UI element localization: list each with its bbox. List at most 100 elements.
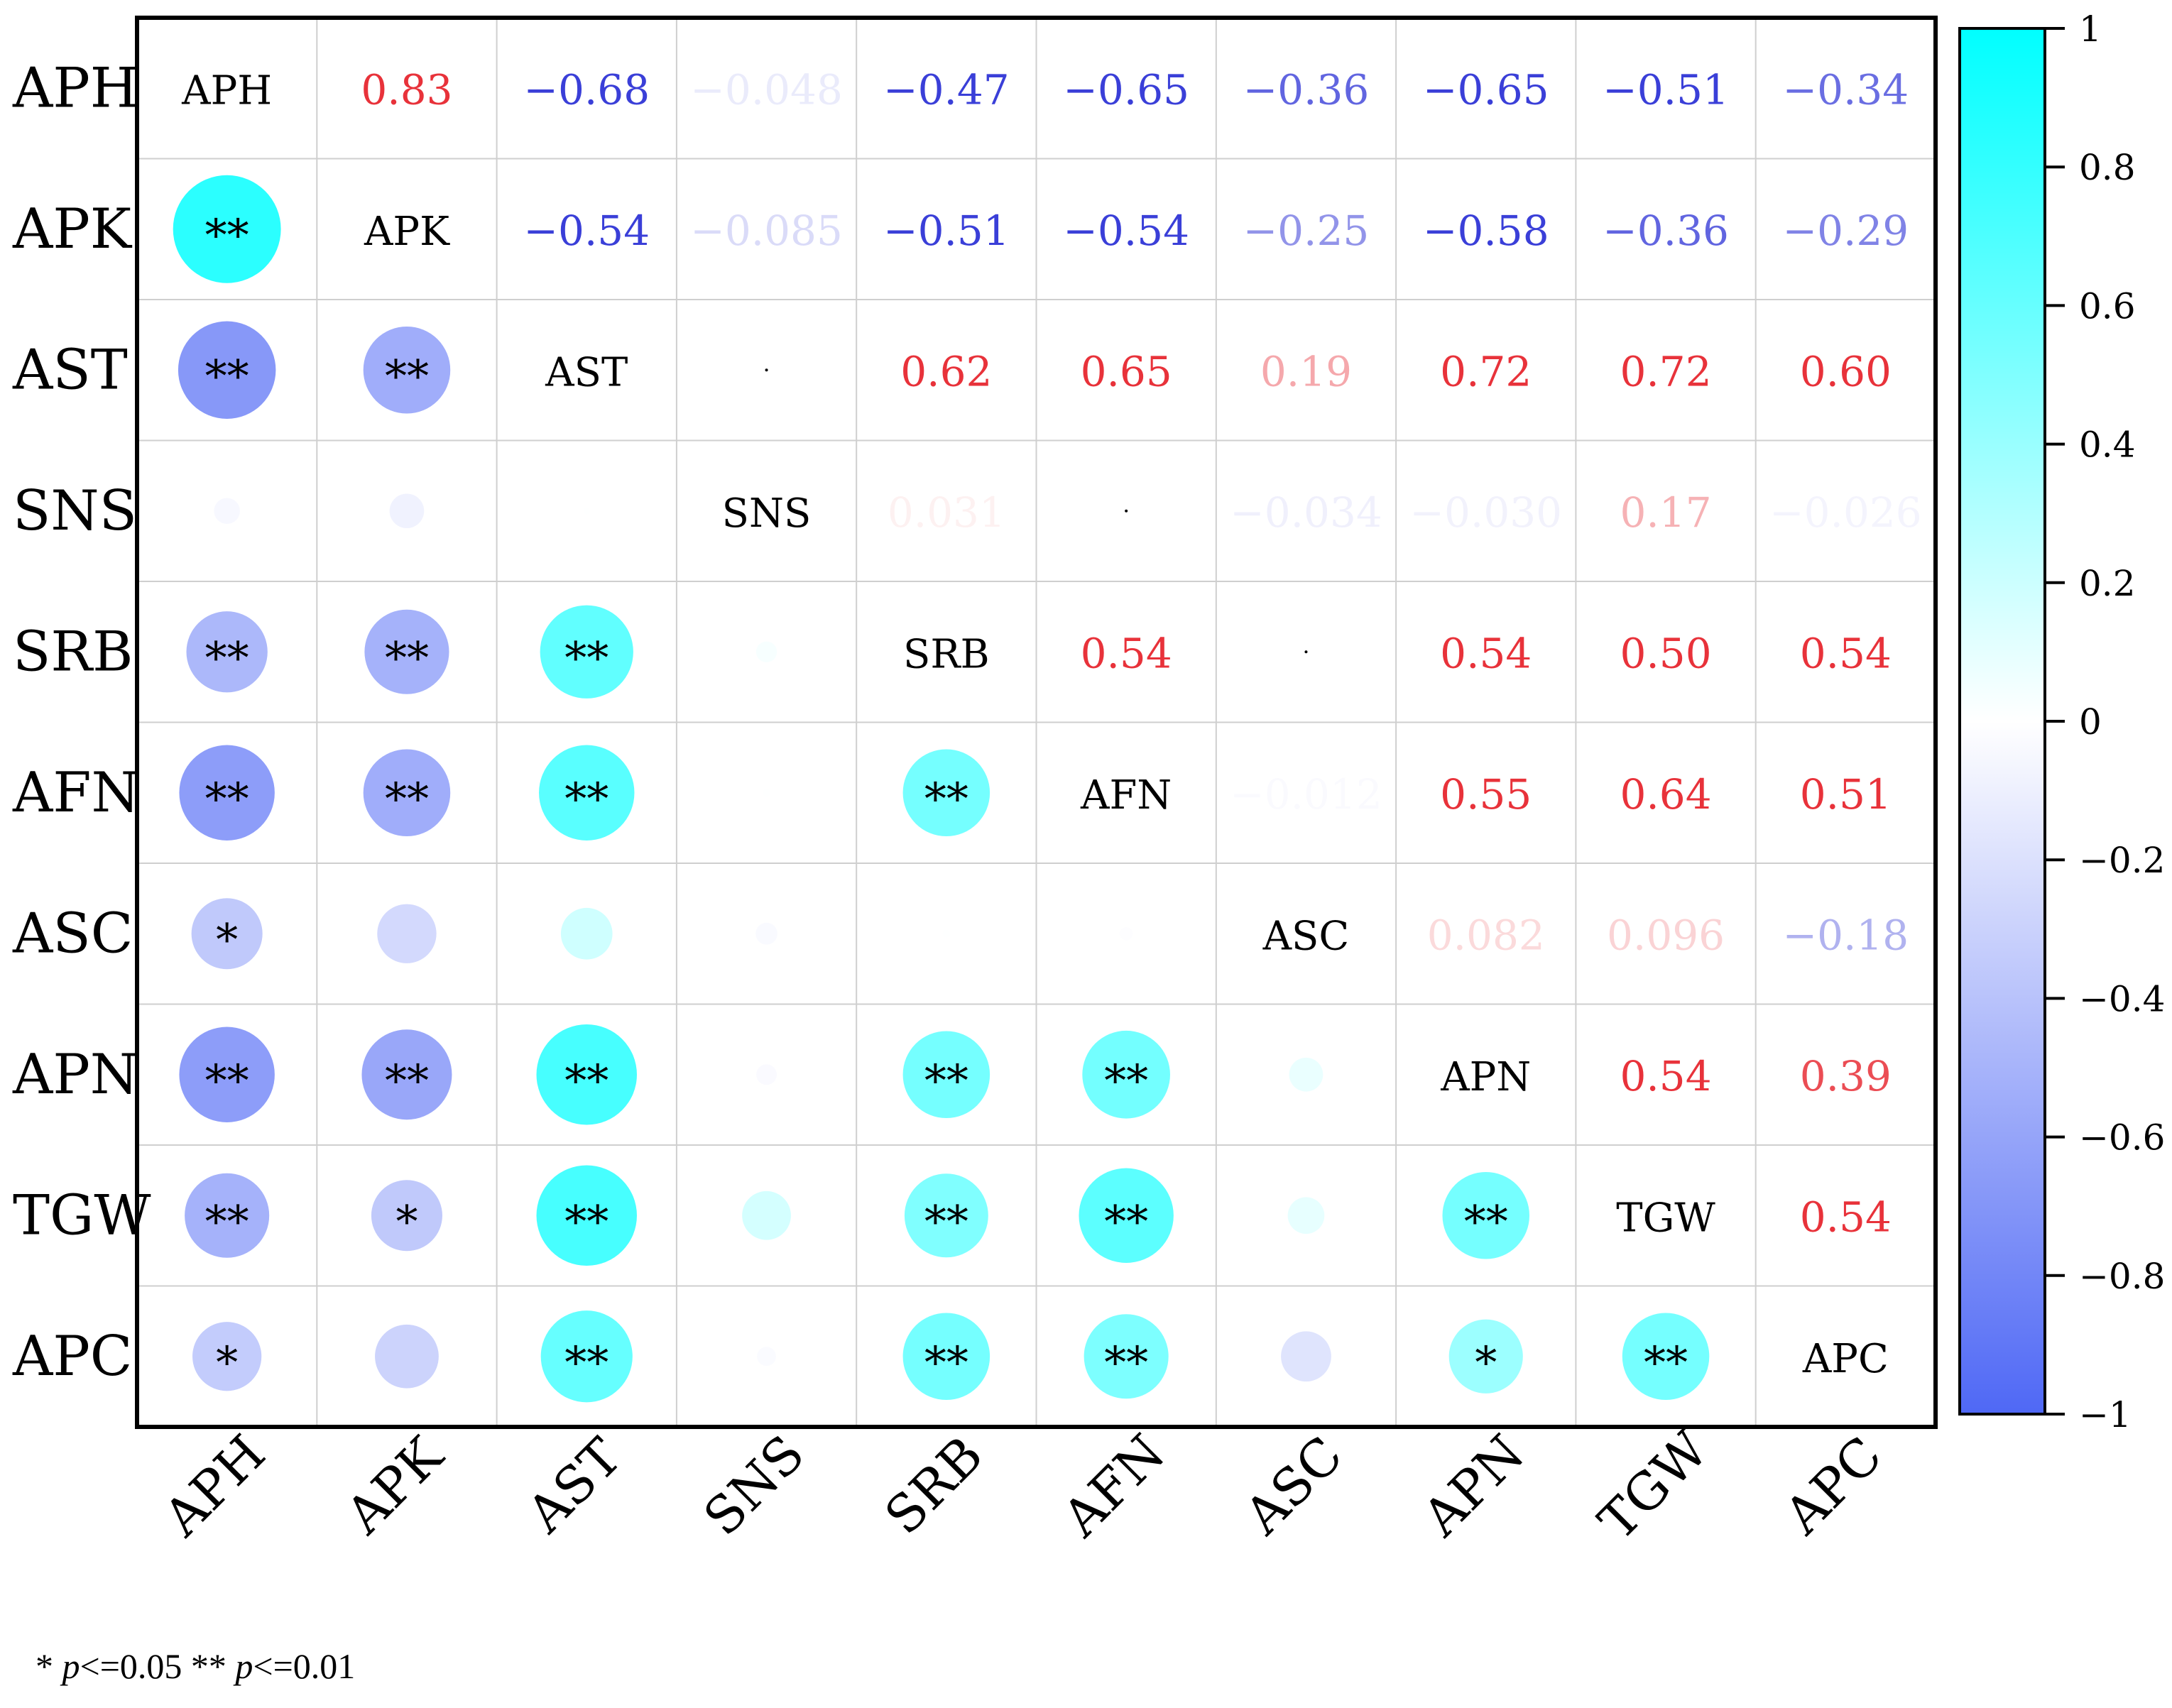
significance-mark: * — [216, 1337, 238, 1389]
colorbar-ticks: 1 0.8 0.6 0.4 0.2 0 −0.2 −0.4 −0.6 −0.8 −1 — [2045, 9, 2165, 1435]
corr-value-label: −0.048 — [690, 65, 843, 114]
corr-circle — [536, 1165, 637, 1266]
corr-value-label: −0.36 — [1243, 65, 1370, 114]
corr-value-label: −0.68 — [523, 65, 650, 114]
diagonal-label: AFN — [1080, 772, 1172, 819]
corr-circle — [583, 508, 590, 515]
corr-dot — [765, 368, 768, 372]
corr-value-label: 0.096 — [1607, 911, 1725, 959]
significance-mark: ** — [205, 209, 249, 261]
significance-mark: ** — [205, 632, 249, 684]
x-axis-label: APK — [334, 1425, 454, 1545]
corr-circle — [1442, 1171, 1530, 1259]
significance-mark: ** — [385, 350, 429, 402]
corr-value-label: 0.54 — [1620, 1052, 1711, 1100]
corr-circle — [178, 321, 276, 419]
corr-value-label: −0.026 — [1769, 488, 1922, 537]
corr-value-label: −0.085 — [690, 207, 843, 255]
corr-dot — [1125, 509, 1128, 513]
corr-circle — [364, 609, 449, 694]
corr-value-label: −0.65 — [1063, 65, 1189, 114]
corr-value-label: −0.012 — [1230, 770, 1382, 819]
colorbar — [1958, 27, 2046, 1416]
corr-circle — [1082, 1030, 1170, 1119]
corr-circle — [1622, 1313, 1710, 1401]
diagonal-label: SNS — [722, 491, 812, 537]
corr-value-label: −0.34 — [1782, 65, 1909, 114]
corr-circle — [186, 611, 268, 693]
corr-value-label: 0.54 — [1800, 1193, 1892, 1241]
x-axis-label: AST — [515, 1427, 633, 1545]
corr-value-label: −0.030 — [1409, 488, 1562, 537]
corr-value-label: −0.51 — [1603, 65, 1729, 114]
y-axis-label: ASC — [12, 902, 133, 965]
corr-circle — [757, 1347, 776, 1367]
corr-value-label: −0.65 — [1423, 65, 1549, 114]
corr-circle — [192, 1322, 262, 1391]
corr-circle — [763, 789, 770, 797]
corr-circle — [361, 1029, 452, 1120]
corr-circle — [902, 749, 991, 837]
colorbar-tick-label: 0 — [2079, 701, 2102, 743]
colorbar-tick-label: 0.8 — [2079, 147, 2136, 188]
corr-value-label: 0.54 — [1800, 629, 1892, 677]
corr-circle — [363, 326, 451, 414]
significance-mark: ** — [205, 1055, 249, 1107]
text-layer: APH 0.83 −0.68 −0.048 −0.47 −0.65 −0.36 −0.65 −0… — [181, 65, 1922, 1389]
significance-mark: ** — [564, 632, 609, 684]
corr-circle — [185, 1173, 270, 1258]
corr-circle — [904, 1173, 988, 1258]
y-axis-label: APN — [12, 1043, 138, 1107]
corr-value-label: −0.54 — [1063, 207, 1189, 255]
corr-value-label: 0.72 — [1440, 347, 1532, 395]
diagonal-label: AST — [545, 349, 628, 395]
colorbar-tick-label: 0.6 — [2079, 285, 2136, 327]
significance-mark: ** — [1104, 1195, 1148, 1247]
circles-layer — [173, 175, 1710, 1403]
corr-value-label: 0.031 — [888, 488, 1005, 537]
diagonal-label: ASC — [1262, 913, 1350, 959]
colorbar-tick-label: −0.2 — [2079, 840, 2165, 881]
corr-circle — [942, 929, 951, 938]
corr-circle — [371, 1180, 442, 1252]
x-axis-label: SNS — [692, 1423, 816, 1547]
corr-value-label: 0.51 — [1800, 770, 1892, 819]
corr-circle — [1120, 927, 1133, 941]
colorbar-tick-label: −1 — [2079, 1394, 2132, 1435]
diagonal-label: TGW — [1616, 1195, 1715, 1241]
x-axis-label: APN — [1411, 1423, 1536, 1548]
corr-value-label: 0.64 — [1620, 770, 1711, 819]
corr-value-label: −0.54 — [523, 207, 650, 255]
significance-mark: ** — [564, 1195, 609, 1247]
corr-value-label: −0.29 — [1782, 207, 1909, 255]
corr-circle — [560, 907, 613, 960]
corr-circle — [375, 1324, 439, 1389]
corr-value-label: 0.50 — [1620, 629, 1711, 677]
corr-circle — [539, 745, 635, 841]
significance-mark: ** — [1464, 1195, 1508, 1247]
corr-circle — [536, 1024, 637, 1125]
x-axis-label: TGW — [1587, 1419, 1719, 1551]
corr-value-label: 0.55 — [1440, 770, 1532, 819]
corr-circle — [1079, 1168, 1174, 1263]
corr-circle — [755, 922, 777, 945]
corr-value-label: 0.39 — [1800, 1052, 1892, 1100]
corr-circle — [755, 641, 777, 662]
corr-value-label: 0.19 — [1260, 347, 1352, 395]
y-axis-label: SNS — [13, 479, 137, 543]
corr-value-label: −0.25 — [1243, 207, 1370, 255]
y-axis-label: AST — [12, 338, 128, 402]
x-axis-label: SRB — [873, 1425, 994, 1545]
significance-mark: ** — [924, 1195, 968, 1247]
corr-value-label: 0.54 — [1440, 629, 1532, 677]
corr-value-label: 0.082 — [1427, 911, 1545, 959]
corr-circle — [191, 898, 263, 970]
corr-circle — [756, 1064, 777, 1085]
y-axis-label: APC — [12, 1325, 133, 1389]
x-axis-label: APH — [152, 1423, 277, 1548]
corr-dot — [1304, 650, 1308, 654]
corr-circle — [902, 1313, 991, 1401]
significance-mark: ** — [385, 1055, 429, 1107]
significance-mark: * — [216, 914, 238, 965]
